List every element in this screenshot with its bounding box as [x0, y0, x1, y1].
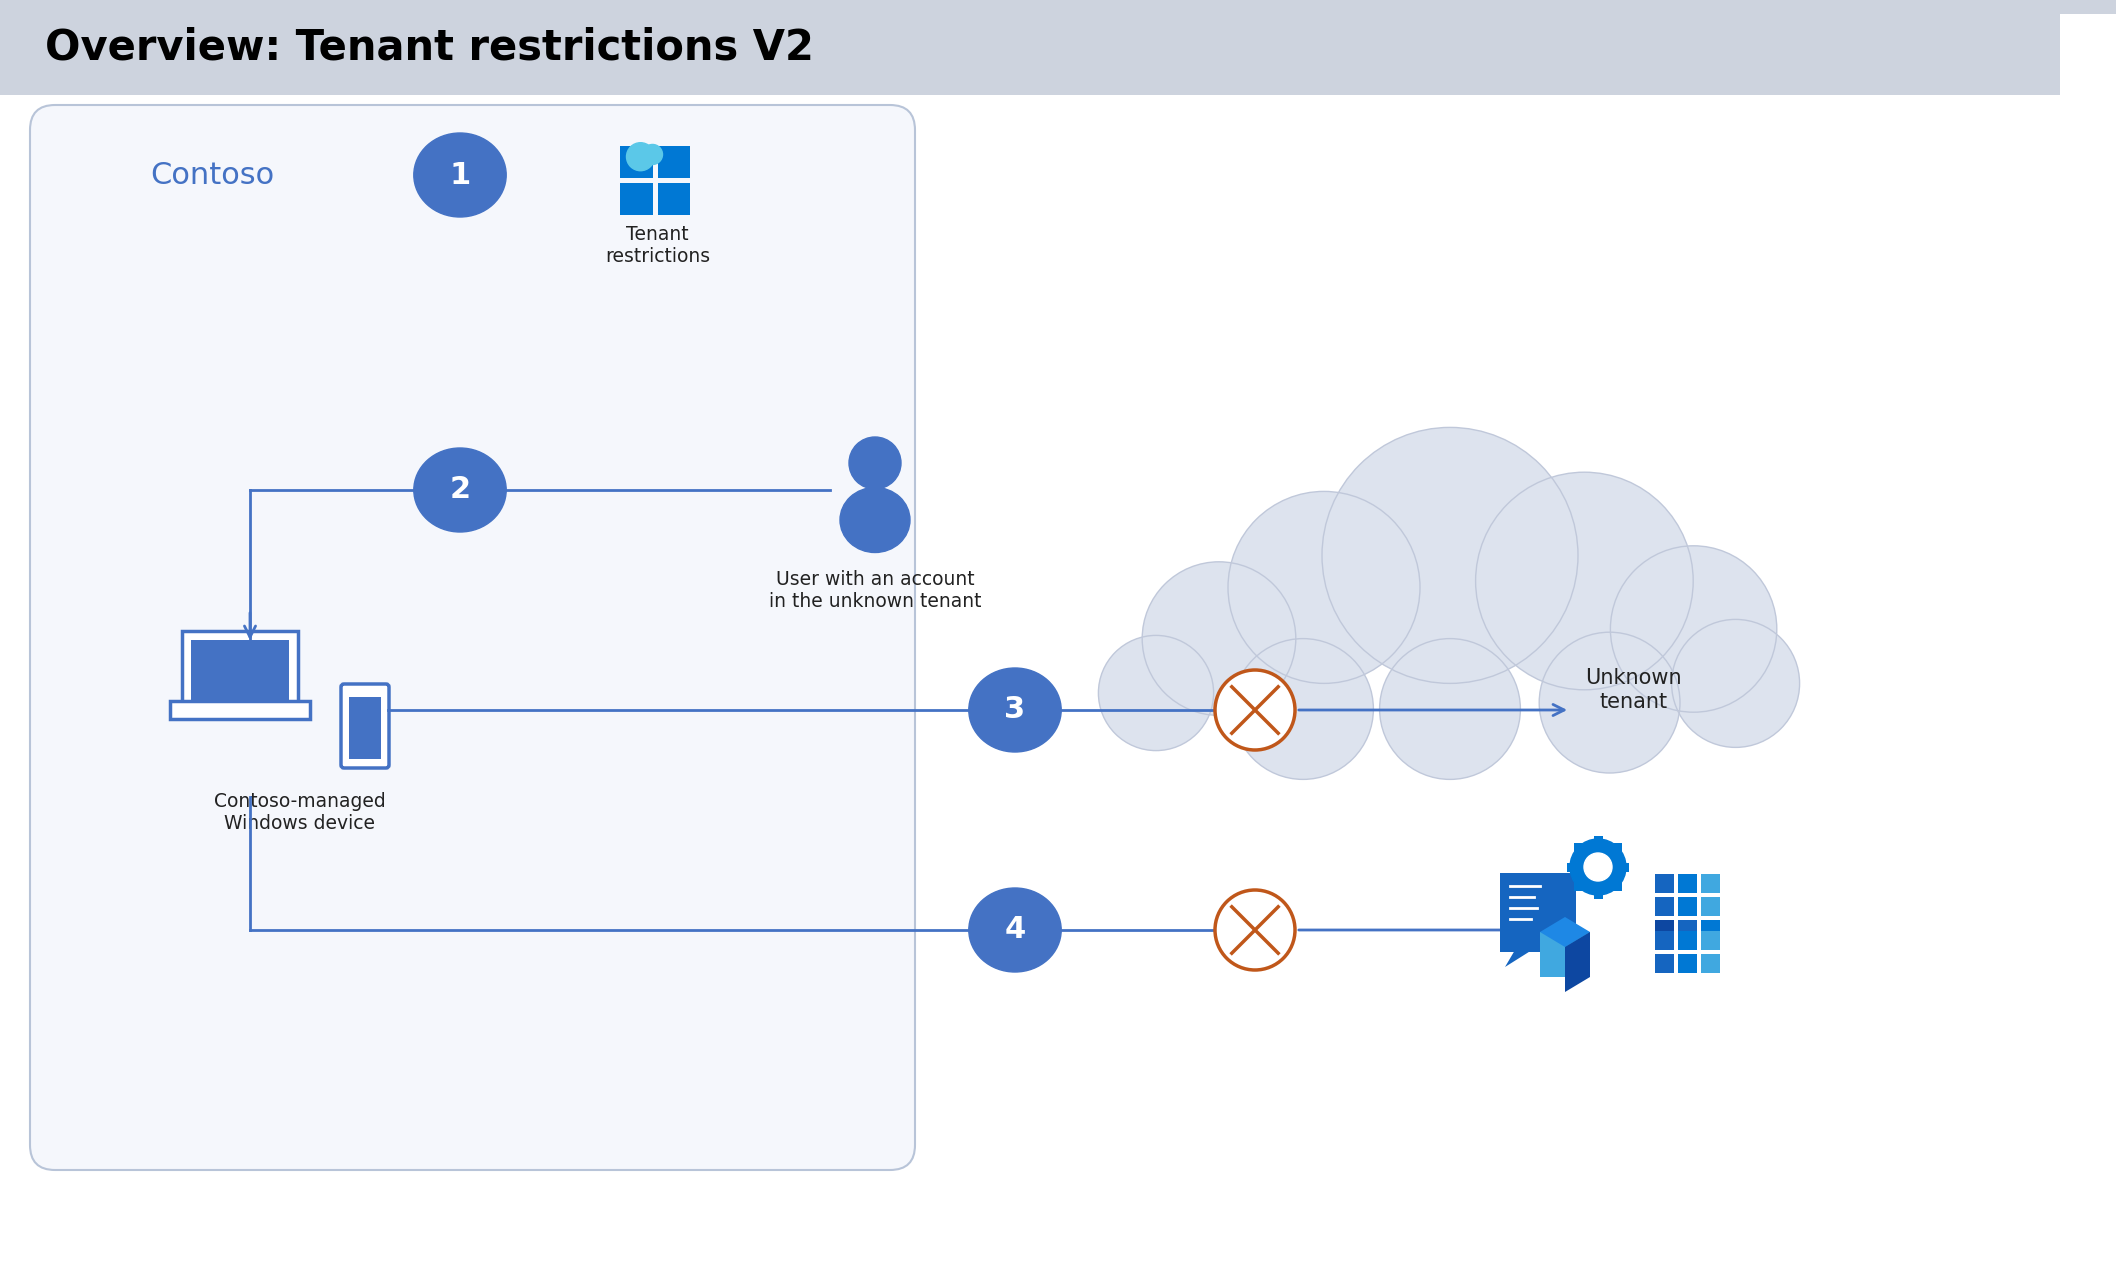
Circle shape [1380, 639, 1521, 779]
Circle shape [1322, 428, 1579, 683]
Ellipse shape [415, 133, 506, 218]
Circle shape [643, 144, 662, 164]
FancyBboxPatch shape [1678, 874, 1697, 893]
FancyBboxPatch shape [1678, 897, 1697, 916]
Circle shape [1143, 562, 1295, 716]
FancyBboxPatch shape [1612, 844, 1621, 853]
Text: Tenant
restrictions: Tenant restrictions [605, 225, 711, 266]
Circle shape [1672, 620, 1799, 748]
Text: Contoso-managed
Windows device: Contoso-managed Windows device [214, 792, 385, 832]
FancyBboxPatch shape [1701, 920, 1720, 939]
Text: 3: 3 [1005, 696, 1026, 725]
FancyBboxPatch shape [1701, 874, 1720, 893]
FancyBboxPatch shape [1621, 863, 1629, 872]
Circle shape [1234, 639, 1373, 779]
FancyBboxPatch shape [0, 95, 2116, 1265]
Text: Overview: Tenant restrictions V2: Overview: Tenant restrictions V2 [44, 27, 815, 68]
Text: Unknown
tenant: Unknown tenant [1585, 668, 1682, 712]
Circle shape [1215, 891, 1295, 970]
Text: 2: 2 [449, 476, 470, 505]
FancyBboxPatch shape [1655, 897, 1674, 916]
FancyBboxPatch shape [1701, 897, 1720, 916]
FancyBboxPatch shape [658, 145, 690, 177]
FancyBboxPatch shape [1678, 920, 1697, 939]
Ellipse shape [969, 668, 1062, 751]
Text: 1: 1 [449, 161, 470, 190]
FancyBboxPatch shape [1678, 931, 1697, 950]
FancyBboxPatch shape [620, 182, 652, 215]
Text: 4: 4 [1005, 916, 1026, 945]
FancyBboxPatch shape [1566, 863, 1576, 872]
FancyBboxPatch shape [169, 701, 311, 719]
Ellipse shape [415, 448, 506, 533]
FancyBboxPatch shape [1593, 835, 1602, 845]
Ellipse shape [840, 487, 910, 553]
Circle shape [1098, 635, 1215, 750]
Text: Contoso: Contoso [150, 161, 275, 190]
Circle shape [626, 143, 654, 171]
FancyBboxPatch shape [0, 0, 2116, 95]
Circle shape [1475, 472, 1693, 689]
FancyBboxPatch shape [190, 640, 290, 700]
FancyBboxPatch shape [341, 684, 389, 768]
Polygon shape [1540, 917, 1589, 947]
FancyBboxPatch shape [1701, 931, 1720, 950]
FancyBboxPatch shape [30, 105, 914, 1170]
FancyBboxPatch shape [1678, 954, 1697, 973]
Circle shape [1585, 853, 1612, 880]
FancyBboxPatch shape [1655, 954, 1674, 973]
FancyBboxPatch shape [355, 686, 375, 691]
FancyBboxPatch shape [620, 145, 652, 177]
Circle shape [1570, 839, 1625, 896]
FancyBboxPatch shape [1655, 920, 1674, 939]
FancyBboxPatch shape [1540, 932, 1589, 977]
FancyBboxPatch shape [349, 697, 381, 759]
Circle shape [1215, 670, 1295, 750]
FancyBboxPatch shape [658, 182, 690, 215]
Circle shape [849, 436, 901, 490]
Circle shape [1538, 632, 1680, 773]
FancyBboxPatch shape [182, 631, 298, 708]
FancyBboxPatch shape [1574, 882, 1583, 891]
FancyBboxPatch shape [1612, 882, 1621, 891]
FancyBboxPatch shape [2061, 14, 2116, 95]
Circle shape [1610, 545, 1777, 712]
FancyBboxPatch shape [1593, 889, 1602, 898]
FancyBboxPatch shape [1655, 874, 1674, 893]
FancyBboxPatch shape [1500, 873, 1576, 953]
Text: User with an account
in the unknown tenant: User with an account in the unknown tena… [768, 571, 982, 611]
Polygon shape [1566, 932, 1589, 992]
Polygon shape [1504, 950, 1532, 966]
FancyBboxPatch shape [1701, 954, 1720, 973]
Circle shape [1227, 491, 1420, 683]
FancyBboxPatch shape [1655, 931, 1674, 950]
FancyBboxPatch shape [1574, 844, 1583, 853]
Ellipse shape [969, 888, 1062, 972]
